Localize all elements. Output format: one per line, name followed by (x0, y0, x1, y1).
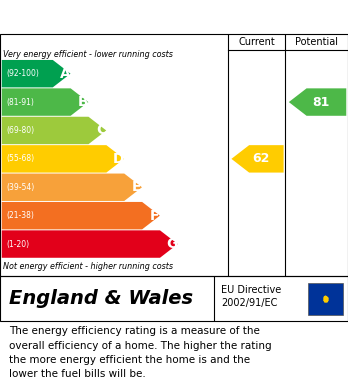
Text: (92-100): (92-100) (6, 69, 39, 78)
Text: Energy Efficiency Rating: Energy Efficiency Rating (9, 8, 238, 26)
Text: 81: 81 (313, 95, 330, 109)
Text: (1-20): (1-20) (6, 240, 29, 249)
Text: Potential: Potential (295, 37, 338, 47)
Polygon shape (2, 202, 160, 230)
Text: E: E (132, 180, 141, 194)
Polygon shape (2, 145, 124, 172)
Text: Very energy efficient - lower running costs: Very energy efficient - lower running co… (3, 50, 173, 59)
Text: A: A (60, 67, 71, 81)
Polygon shape (2, 174, 142, 201)
Text: Current: Current (238, 37, 275, 47)
Text: EU Directive
2002/91/EC: EU Directive 2002/91/EC (221, 285, 281, 308)
Text: (39-54): (39-54) (6, 183, 34, 192)
Text: (21-38): (21-38) (6, 211, 34, 220)
Polygon shape (2, 117, 106, 144)
Text: (81-91): (81-91) (6, 98, 34, 107)
Polygon shape (289, 88, 346, 116)
Text: Not energy efficient - higher running costs: Not energy efficient - higher running co… (3, 262, 174, 271)
Text: D: D (113, 152, 125, 166)
Polygon shape (2, 60, 71, 87)
Text: (55-68): (55-68) (6, 154, 34, 163)
Text: C: C (96, 124, 106, 138)
Polygon shape (231, 145, 284, 172)
Text: G: G (167, 237, 178, 251)
Text: F: F (150, 209, 159, 222)
FancyBboxPatch shape (308, 283, 343, 315)
Text: B: B (78, 95, 88, 109)
Text: The energy efficiency rating is a measure of the
overall efficiency of a home. T: The energy efficiency rating is a measur… (9, 326, 271, 380)
Text: (69-80): (69-80) (6, 126, 34, 135)
Polygon shape (2, 88, 88, 116)
Text: 62: 62 (252, 152, 270, 165)
Text: England & Wales: England & Wales (9, 289, 193, 308)
Polygon shape (2, 230, 178, 258)
